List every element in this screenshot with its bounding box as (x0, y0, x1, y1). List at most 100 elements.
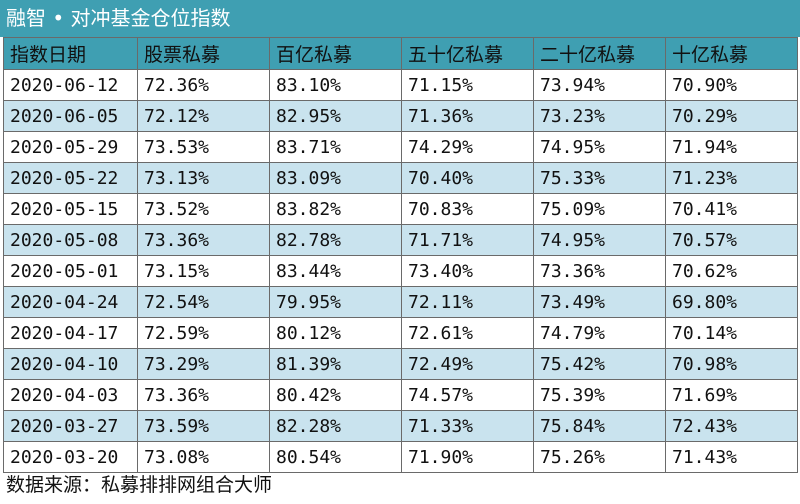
value-cell: 72.43% (665, 410, 798, 442)
value-cell: 83.09% (269, 162, 402, 194)
value-cell: 73.13% (137, 162, 270, 194)
table-row: 2020-04-17 72.59% 80.12% 72.61% 74.79% 70.14% (3, 317, 798, 349)
value-cell: 70.62% (665, 255, 798, 287)
table-title: 融智 • 对冲基金仓位指数 (0, 0, 800, 37)
value-cell: 83.71% (269, 131, 402, 163)
column-header: 二十亿私募 (533, 37, 666, 70)
table-header-row: 指数日期 股票私募 百亿私募 五十亿私募 二十亿私募 十亿私募 (3, 37, 798, 70)
value-cell: 73.94% (533, 69, 666, 101)
value-cell: 75.33% (533, 162, 666, 194)
data-source-note: 数据来源：私募排排网组合大师 (6, 474, 273, 496)
value-cell: 80.12% (269, 317, 402, 349)
value-cell: 83.82% (269, 193, 402, 225)
value-cell: 70.41% (665, 193, 798, 225)
value-cell: 75.84% (533, 410, 666, 442)
date-cell: 2020-05-08 (3, 224, 138, 256)
value-cell: 70.29% (665, 100, 798, 132)
value-cell: 73.59% (137, 410, 270, 442)
table-row: 2020-05-01 73.15% 83.44% 73.40% 73.36% 70.62% (3, 255, 798, 287)
value-cell: 71.71% (401, 224, 534, 256)
value-cell: 73.49% (533, 286, 666, 318)
value-cell: 74.95% (533, 131, 666, 163)
value-cell: 71.94% (665, 131, 798, 163)
date-cell: 2020-05-22 (3, 162, 138, 194)
value-cell: 72.61% (401, 317, 534, 349)
value-cell: 80.42% (269, 379, 402, 411)
value-cell: 70.83% (401, 193, 534, 225)
value-cell: 73.36% (533, 255, 666, 287)
column-header: 百亿私募 (269, 37, 402, 70)
date-cell: 2020-05-01 (3, 255, 138, 287)
value-cell: 81.39% (269, 348, 402, 380)
value-cell: 72.54% (137, 286, 270, 318)
value-cell: 71.23% (665, 162, 798, 194)
value-cell: 74.57% (401, 379, 534, 411)
value-cell: 71.15% (401, 69, 534, 101)
value-cell: 82.28% (269, 410, 402, 442)
date-cell: 2020-05-29 (3, 131, 138, 163)
column-header: 股票私募 (137, 37, 270, 70)
value-cell: 73.15% (137, 255, 270, 287)
date-cell: 2020-05-15 (3, 193, 138, 225)
table-row: 2020-05-08 73.36% 82.78% 71.71% 74.95% 70.57% (3, 224, 798, 256)
date-cell: 2020-06-12 (3, 69, 138, 101)
value-cell: 73.29% (137, 348, 270, 380)
value-cell: 73.53% (137, 131, 270, 163)
table-row: 2020-05-29 73.53% 83.71% 74.29% 74.95% 71.94% (3, 131, 798, 163)
value-cell: 72.36% (137, 69, 270, 101)
hedge-fund-position-table: 指数日期 股票私募 百亿私募 五十亿私募 二十亿私募 十亿私募 2020-06-… (3, 37, 798, 473)
date-cell: 2020-04-17 (3, 317, 138, 349)
value-cell: 73.40% (401, 255, 534, 287)
value-cell: 72.49% (401, 348, 534, 380)
table-row: 2020-06-12 72.36% 83.10% 71.15% 73.94% 70.90% (3, 69, 798, 101)
table-row: 2020-05-22 73.13% 83.09% 70.40% 75.33% 71.23% (3, 162, 798, 194)
value-cell: 71.33% (401, 410, 534, 442)
value-cell: 73.36% (137, 379, 270, 411)
value-cell: 73.36% (137, 224, 270, 256)
table-row: 2020-04-03 73.36% 80.42% 74.57% 75.39% 71.69% (3, 379, 798, 411)
table-row: 2020-06-05 72.12% 82.95% 71.36% 73.23% 70.29% (3, 100, 798, 132)
value-cell: 73.52% (137, 193, 270, 225)
value-cell: 75.26% (533, 441, 666, 473)
value-cell: 71.90% (401, 441, 534, 473)
value-cell: 70.14% (665, 317, 798, 349)
value-cell: 80.54% (269, 441, 402, 473)
table-row: 2020-05-15 73.52% 83.82% 70.83% 75.09% 70.41% (3, 193, 798, 225)
date-cell: 2020-04-24 (3, 286, 138, 318)
value-cell: 74.29% (401, 131, 534, 163)
value-cell: 73.08% (137, 441, 270, 473)
table-row: 2020-04-10 73.29% 81.39% 72.49% 75.42% 70.98% (3, 348, 798, 380)
date-cell: 2020-06-05 (3, 100, 138, 132)
column-header: 指数日期 (3, 37, 138, 70)
value-cell: 71.36% (401, 100, 534, 132)
value-cell: 70.57% (665, 224, 798, 256)
value-cell: 82.95% (269, 100, 402, 132)
value-cell: 82.78% (269, 224, 402, 256)
column-header: 十亿私募 (665, 37, 798, 70)
date-cell: 2020-04-03 (3, 379, 138, 411)
value-cell: 75.42% (533, 348, 666, 380)
value-cell: 71.69% (665, 379, 798, 411)
value-cell: 70.90% (665, 69, 798, 101)
value-cell: 70.98% (665, 348, 798, 380)
value-cell: 75.39% (533, 379, 666, 411)
value-cell: 75.09% (533, 193, 666, 225)
value-cell: 71.43% (665, 441, 798, 473)
date-cell: 2020-03-20 (3, 441, 138, 473)
table-row: 2020-03-20 73.08% 80.54% 71.90% 75.26% 71.43% (3, 441, 798, 473)
value-cell: 83.44% (269, 255, 402, 287)
table-row: 2020-04-24 72.54% 79.95% 72.11% 73.49% 69.80% (3, 286, 798, 318)
value-cell: 69.80% (665, 286, 798, 318)
date-cell: 2020-03-27 (3, 410, 138, 442)
column-header: 五十亿私募 (401, 37, 534, 70)
table-body: 2020-06-12 72.36% 83.10% 71.15% 73.94% 70.90%… (3, 69, 798, 473)
value-cell: 72.11% (401, 286, 534, 318)
table-row: 2020-03-27 73.59% 82.28% 71.33% 75.84% 72.43% (3, 410, 798, 442)
value-cell: 73.23% (533, 100, 666, 132)
value-cell: 72.59% (137, 317, 270, 349)
value-cell: 79.95% (269, 286, 402, 318)
date-cell: 2020-04-10 (3, 348, 138, 380)
value-cell: 72.12% (137, 100, 270, 132)
value-cell: 83.10% (269, 69, 402, 101)
value-cell: 74.79% (533, 317, 666, 349)
